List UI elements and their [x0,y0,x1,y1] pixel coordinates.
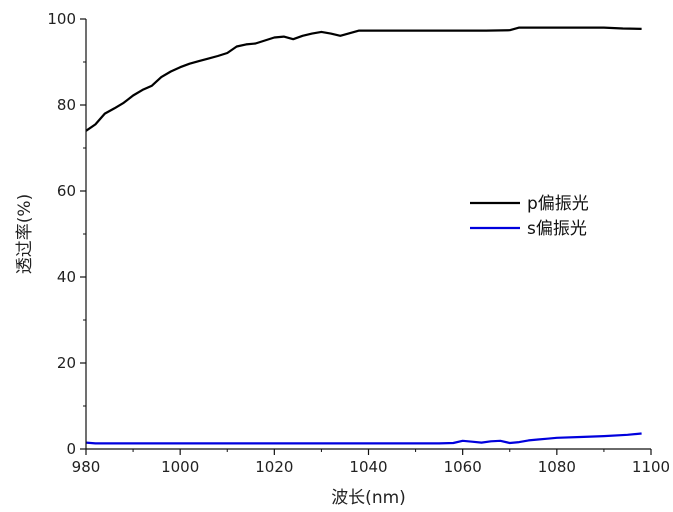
x-axis-title: 波长(nm) [331,488,406,508]
x-tick-label: 1040 [349,458,387,476]
y-tick-label: 80 [57,96,76,114]
x-tick-label: 1080 [538,458,576,476]
ticks: 0 20 40 60 80 100 980 1000 1020 1040 1060 1080 1100 [47,10,670,476]
legend-label-p: p偏振光 [527,194,589,214]
x-tick-label: 980 [72,458,101,476]
y-tick-label: 60 [57,182,76,200]
x-tick-label: 1000 [161,458,199,476]
x-tick-label: 1060 [444,458,482,476]
x-tick-label: 1020 [255,458,293,476]
series-line-p [85,26,642,132]
y-axis-title: 透过率(%) [15,194,35,274]
legend: p偏振光 s偏振光 [470,194,589,239]
x-tick-label: 1100 [632,458,670,476]
series-line-s [85,432,642,445]
y-tick-label: 40 [57,268,76,286]
y-tick-label: 0 [66,440,76,458]
plot-area [85,26,642,445]
legend-label-s: s偏振光 [527,219,587,239]
y-tick-label: 100 [47,10,76,28]
y-tick-label: 20 [57,354,76,372]
